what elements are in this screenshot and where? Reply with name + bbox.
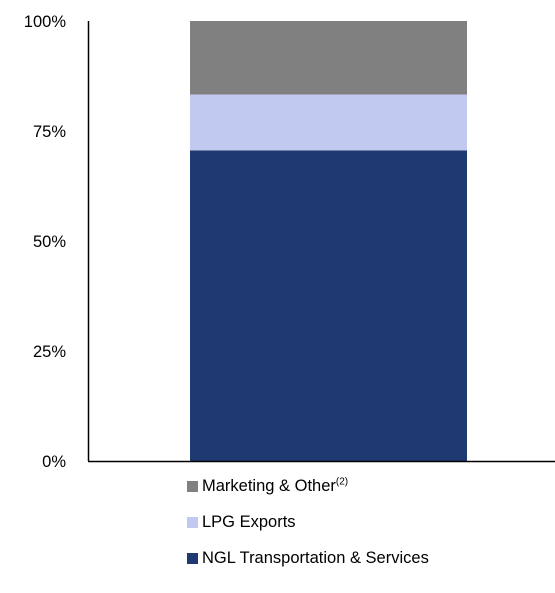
- bar-segment-ngl-transportation-services: [190, 150, 467, 462]
- legend-swatch-marketing-other: [187, 480, 198, 492]
- bar-segment-marketing-other: [190, 21, 467, 95]
- y-tick-label: 100%: [24, 13, 67, 31]
- legend-item-lpg-exports: LPG Exports: [187, 512, 429, 532]
- legend-footnote-marker: (2): [335, 476, 349, 488]
- legend-item-ngl-transportation: NGL Transportation & Services: [187, 548, 429, 568]
- y-tick-label: 75%: [33, 123, 66, 141]
- legend-label-lpg-exports: LPG Exports: [202, 513, 296, 531]
- y-tick-label: 50%: [33, 233, 66, 251]
- y-tick-label: 25%: [33, 343, 66, 361]
- legend-swatch-ngl-transportation: [187, 552, 198, 564]
- bar-segment-lpg-exports: [190, 94, 467, 151]
- legend-label-ngl-transportation: NGL Transportation & Services: [202, 549, 429, 567]
- chart-legend: Marketing & Other(2) LPG Exports NGL Tra…: [187, 476, 429, 584]
- y-tick-label: 0%: [42, 453, 66, 471]
- legend-swatch-lpg-exports: [187, 516, 198, 528]
- legend-item-marketing-other: Marketing & Other(2): [187, 476, 429, 496]
- legend-label-marketing-other: Marketing & Other: [202, 477, 336, 495]
